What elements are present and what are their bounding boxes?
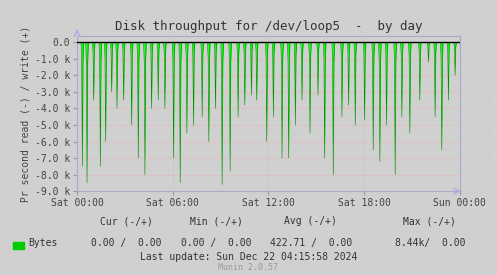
- Text: 0.00 /  0.00: 0.00 / 0.00: [91, 238, 162, 248]
- Y-axis label: Pr second read (-) / write (+): Pr second read (-) / write (+): [21, 25, 31, 202]
- Text: 8.44k/  0.00: 8.44k/ 0.00: [395, 238, 465, 248]
- Text: Avg (-/+): Avg (-/+): [284, 216, 337, 226]
- Text: 0.00 /  0.00: 0.00 / 0.00: [181, 238, 251, 248]
- Text: Min (-/+): Min (-/+): [190, 216, 243, 226]
- Text: Last update: Sun Dec 22 04:15:58 2024: Last update: Sun Dec 22 04:15:58 2024: [140, 252, 357, 262]
- Text: 422.71 /  0.00: 422.71 / 0.00: [269, 238, 352, 248]
- Text: RRDTOOL / TOBI OETIKER: RRDTOOL / TOBI OETIKER: [487, 91, 492, 173]
- Text: Cur (-/+): Cur (-/+): [100, 216, 153, 226]
- Text: Munin 2.0.57: Munin 2.0.57: [219, 263, 278, 272]
- Text: Max (-/+): Max (-/+): [404, 216, 456, 226]
- Text: Bytes: Bytes: [28, 238, 58, 248]
- Title: Disk throughput for /dev/loop5  -  by day: Disk throughput for /dev/loop5 - by day: [115, 20, 422, 33]
